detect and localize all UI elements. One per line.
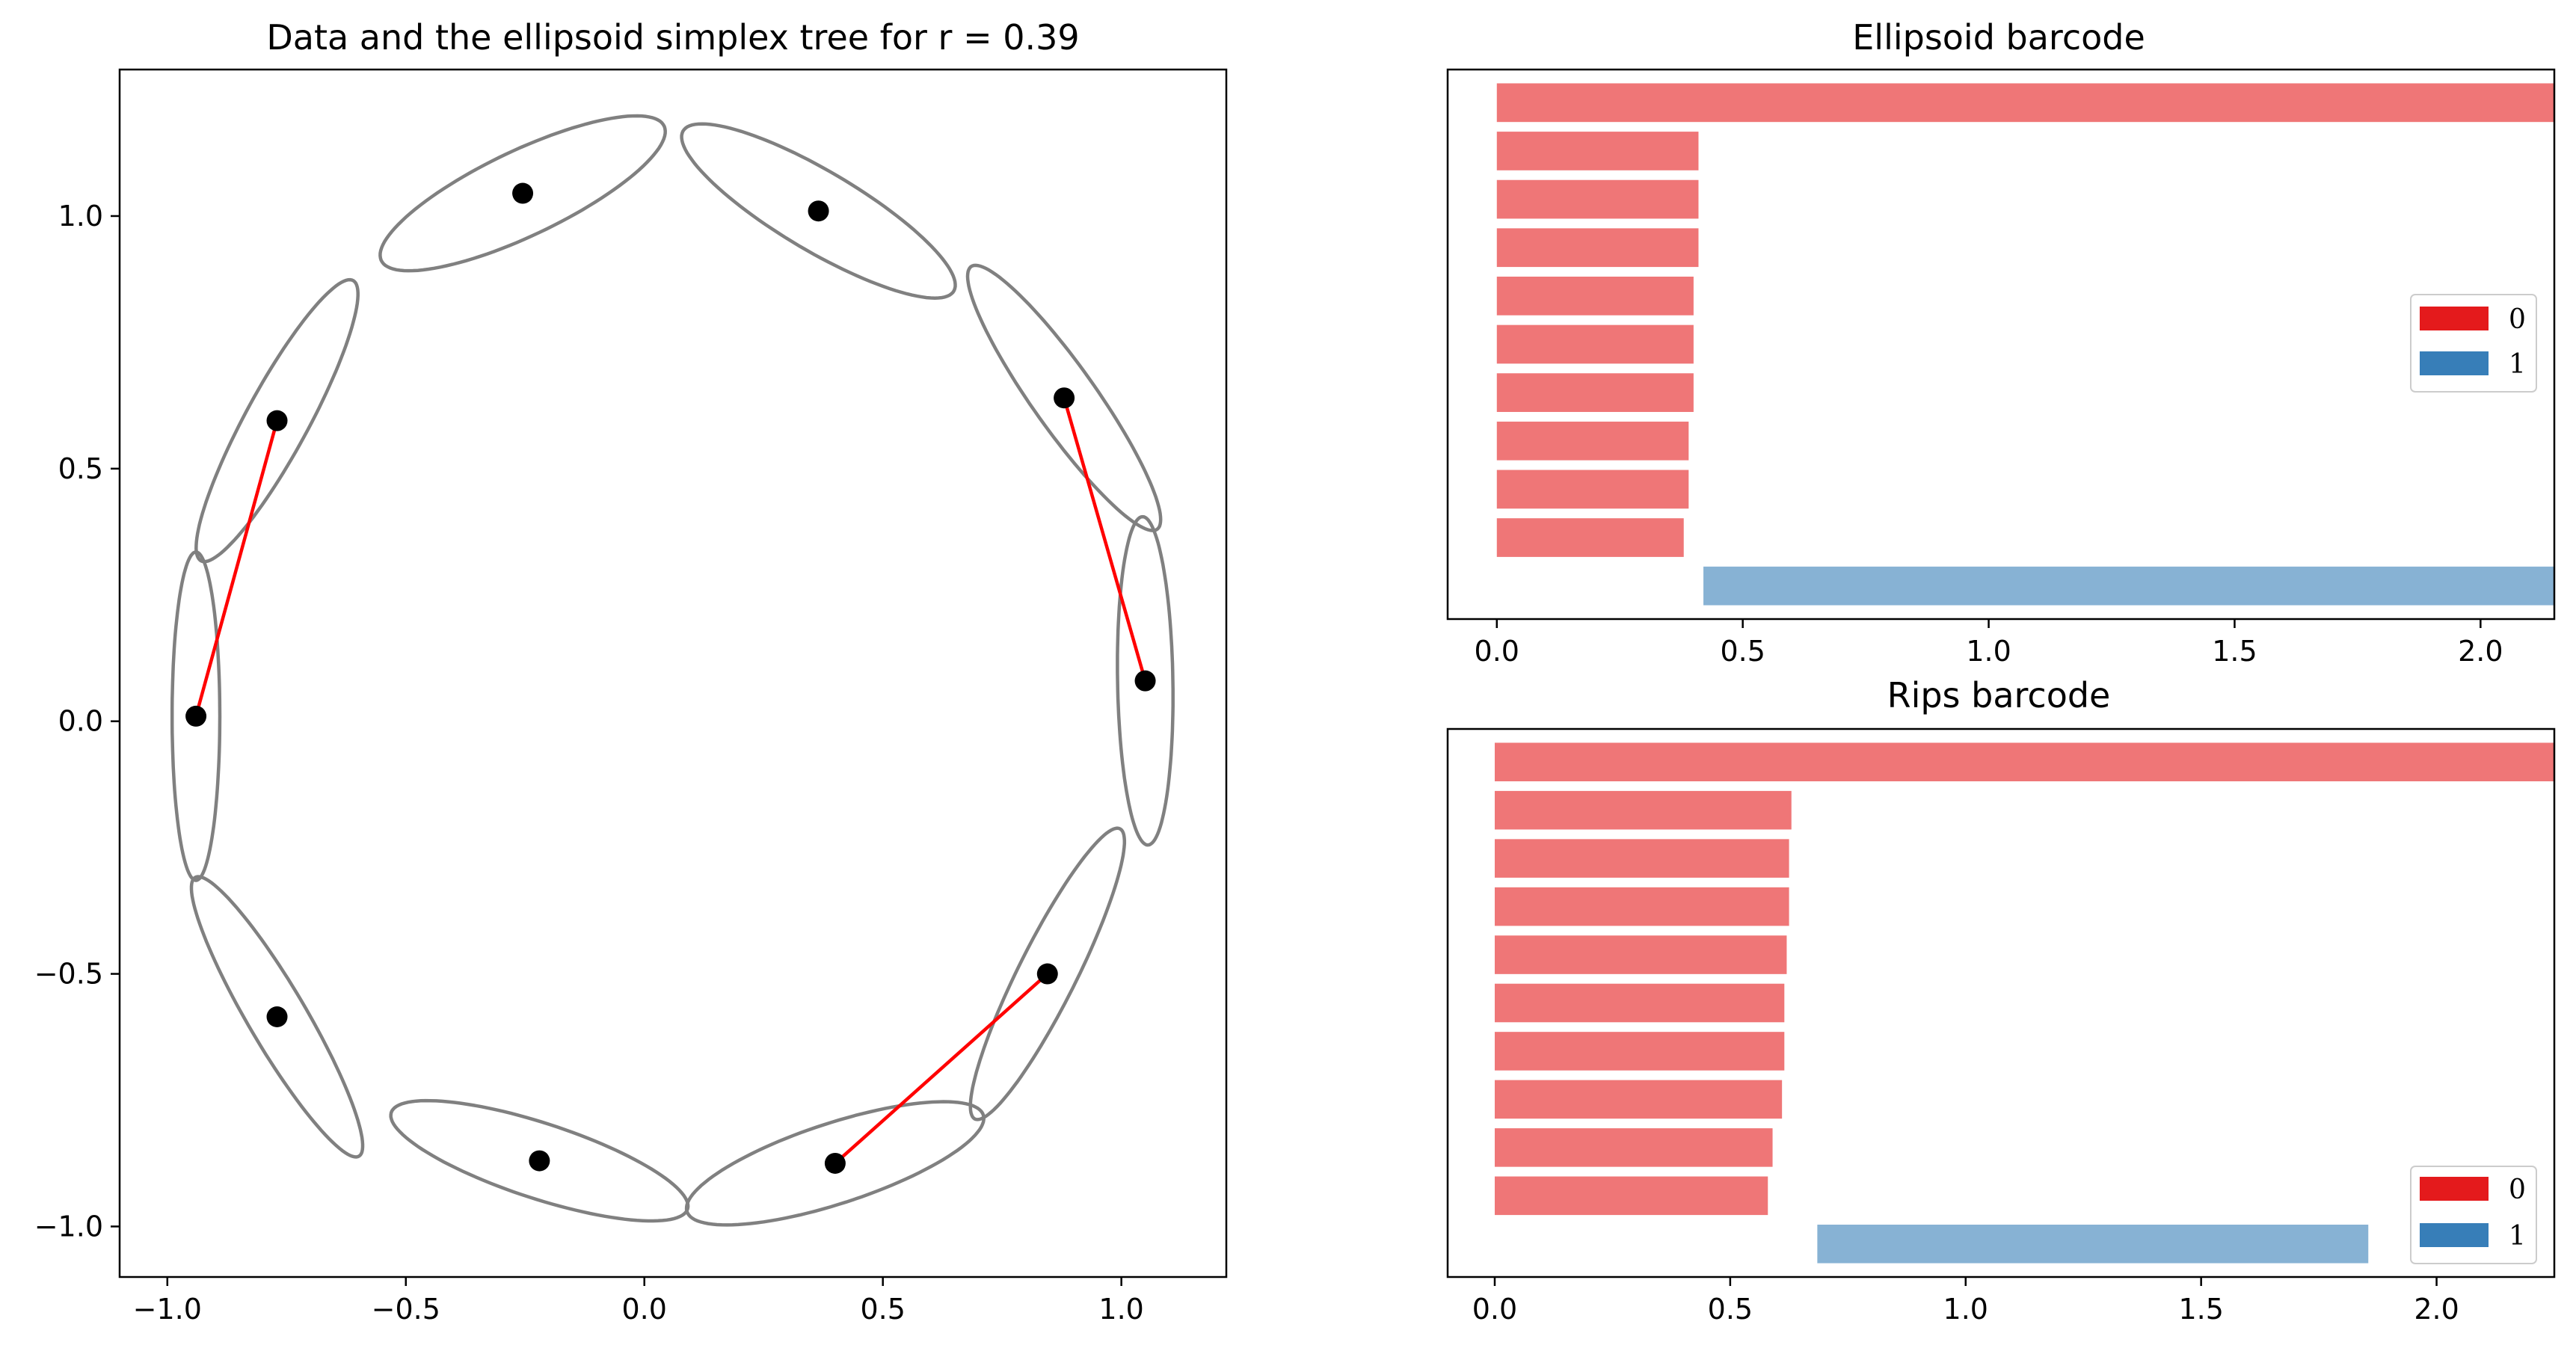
ellipsoid-bar-3 [1496,228,1699,268]
ellipsoid-x-tick-label-1: 0.5 [1720,635,1765,668]
scatter-x-tick-label-0: −1.0 [133,1293,202,1326]
rips-legend-swatch-1 [2420,1223,2489,1247]
rips-x-tick-label-4: 2.0 [2414,1293,2459,1326]
point-group [185,182,1156,1174]
data-point-7 [824,1152,846,1174]
ellipsoid-bar-4 [1496,277,1694,316]
ellipsoid-x-tick-label-0: 0.0 [1475,635,1519,668]
rips-bar-9 [1494,1176,1768,1216]
scatter-y-tick-label-1: −0.5 [34,958,103,991]
ellipse-9 [189,875,365,1159]
ellipsoid-legend-label-1: 1 [2509,349,2526,380]
scatter-x-tick-label-3: 0.5 [860,1293,905,1326]
rips-legend-label-1: 1 [2509,1221,2526,1252]
edge-group [194,397,1147,1165]
ellipsoid-x-axis: 0.0 0.5 1.0 1.5 2.0 [1475,619,2503,668]
ellipsoid-axes-frame [1446,68,2556,621]
simplex-edge-0 [194,420,279,717]
rips-bar-group [1494,742,2554,1264]
simplex-edge-1 [1062,397,1147,682]
scatter-panel: Data and the ellipsoid simplex tree for … [34,17,1228,1326]
ellipse-1 [194,277,360,564]
data-point-5 [1134,670,1156,692]
data-point-6 [1036,963,1058,985]
data-point-4 [1054,387,1075,409]
scatter-x-tick-label-4: 1.0 [1098,1293,1143,1326]
rips-bar-8 [1494,1128,1773,1167]
scatter-y-tick-label-4: 1.0 [58,200,103,233]
scatter-title: Data and the ellipsoid simplex tree for … [266,17,1079,58]
ellipsoid-bar-6 [1496,373,1694,412]
data-point-2 [512,182,534,204]
ellipsoid-bar-1 [1496,132,1699,170]
scatter-x-axis: −1.0 −0.5 0.0 0.5 1.0 [133,1277,1144,1326]
rips-bar-5 [1494,983,1785,1023]
ellipsoid-bar-2 [1496,179,1699,219]
ellipsoid-legend-swatch-0 [2420,307,2489,330]
rips-x-axis: 0.0 0.5 1.0 1.5 2.0 [1472,1277,2459,1326]
rips-bar-3 [1494,887,1789,926]
rips-barcode-title: Rips barcode [1887,675,2111,716]
rips-legend: 0 1 [2410,1166,2537,1264]
rips-bar-1 [1494,790,1792,830]
scatter-y-axis: −1.0 −0.5 0.0 0.5 1.0 [34,200,120,1243]
data-point-8 [529,1150,550,1172]
ellipse-3 [680,122,957,300]
rips-bar-4 [1494,935,1787,974]
scatter-y-tick-label-3: 0.5 [58,452,103,485]
ellipse-0 [170,550,222,882]
ellipsoid-legend: 0 1 [2410,294,2537,393]
ellipsoid-bar-5 [1496,324,1694,364]
ellipsoid-bar-8 [1496,470,1689,509]
rips-x-tick-label-0: 0.0 [1472,1293,1517,1326]
ellipsoid-x-tick-label-4: 2.0 [2458,635,2503,668]
data-point-9 [266,1006,288,1027]
rips-legend-label-0: 0 [2509,1175,2526,1205]
rips-bar-7 [1494,1080,1783,1119]
ellipse-2 [378,114,667,273]
ellipsoid-barcode-title: Ellipsoid barcode [1852,17,2145,58]
rips-bar-10 [1817,1224,2369,1264]
ellipsoid-bar-0 [1496,83,2554,123]
ellipsoid-legend-label-0: 0 [2509,304,2526,335]
ellipse-6 [968,826,1127,1121]
ellipsoid-x-tick-label-2: 1.0 [1966,635,2011,668]
rips-bar-2 [1494,839,1789,878]
data-point-1 [266,410,288,431]
scatter-axes-frame [118,68,1228,1278]
simplex-edge-2 [834,972,1049,1165]
scatter-y-tick-label-2: 0.0 [58,705,103,738]
rips-x-tick-label-3: 1.5 [2178,1293,2223,1326]
rips-x-tick-label-2: 1.0 [1943,1293,1988,1326]
scatter-x-tick-label-1: −0.5 [372,1293,440,1326]
ellipsoid-bar-group [1496,83,2554,606]
rips-legend-swatch-0 [2420,1177,2489,1201]
ellipsoid-x-tick-label-3: 1.5 [2212,635,2257,668]
rips-axes-frame [1446,727,2556,1278]
ellipsoid-legend-swatch-1 [2420,351,2489,375]
rips-x-tick-label-1: 0.5 [1708,1293,1753,1326]
ellipsoid-bar-7 [1496,421,1689,461]
rips-bar-6 [1494,1032,1785,1071]
ellipse-group [170,114,1175,1227]
rips-barcode-panel: Rips barcode 0.0 0.5 1.0 1.5 2.0 0 1 [1446,675,2556,1326]
rips-bar-0 [1494,742,2554,782]
scatter-x-tick-label-2: 0.0 [622,1293,667,1326]
ellipsoid-barcode-panel: Ellipsoid barcode 0.0 0.5 1.0 1.5 2.0 0 1 [1446,17,2556,668]
data-point-0 [185,705,207,727]
scatter-y-tick-label-0: −1.0 [34,1210,103,1243]
ellipse-8 [389,1098,690,1223]
ellipse-5 [1116,514,1175,847]
ellipsoid-bar-10 [1703,566,2554,606]
data-point-3 [808,200,829,222]
ellipsoid-bar-9 [1496,518,1684,557]
